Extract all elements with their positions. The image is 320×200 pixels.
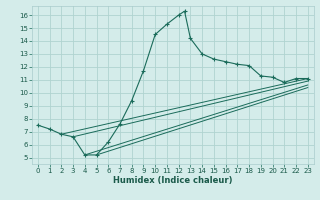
X-axis label: Humidex (Indice chaleur): Humidex (Indice chaleur)	[113, 176, 233, 185]
